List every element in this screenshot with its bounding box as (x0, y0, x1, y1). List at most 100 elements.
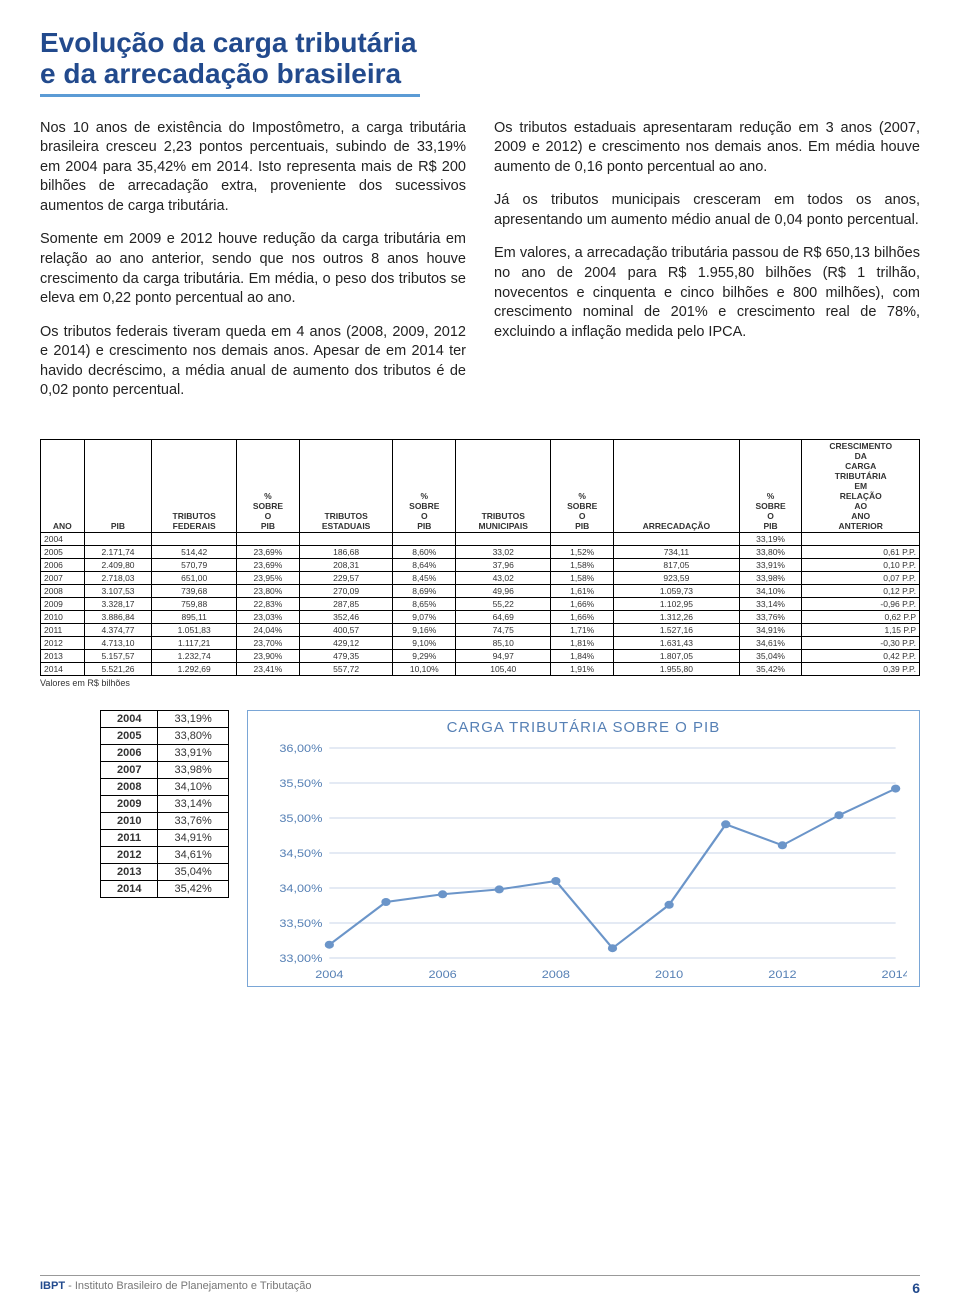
table-cell: 570,79 (152, 558, 237, 571)
table-cell: -0,96 P.P. (802, 597, 920, 610)
table-cell: 34,91% (158, 829, 228, 846)
table-cell: 8,69% (393, 584, 456, 597)
table-row: 201234,61% (101, 846, 229, 863)
table-cell: 49,96 (456, 584, 551, 597)
title-line2: e da arrecadação brasileira (40, 58, 401, 89)
table-cell: 34,61% (739, 636, 802, 649)
table-cell: 1.117,21 (152, 636, 237, 649)
table-cell: 35,42% (739, 662, 802, 675)
table-cell: 2013 (41, 649, 85, 662)
table-cell: 4.713,10 (84, 636, 152, 649)
table-cell: 33,91% (739, 558, 802, 571)
table-cell: 186,68 (299, 545, 393, 558)
table-cell: 1.059,73 (614, 584, 740, 597)
table-cell: 9,16% (393, 623, 456, 636)
table-cell: 34,61% (158, 846, 228, 863)
table-cell: 479,35 (299, 649, 393, 662)
table-cell: 24,04% (237, 623, 300, 636)
left-column: Nos 10 anos de existência do Impostômetr… (40, 119, 466, 415)
table-header: TRIBUTOSFEDERAIS (152, 439, 237, 532)
table-cell: 22,83% (237, 597, 300, 610)
table-cell: 734,11 (614, 545, 740, 558)
table-cell: 429,12 (299, 636, 393, 649)
chart-title: CARGA TRIBUTÁRIA SOBRE O PIB (260, 719, 907, 736)
table-cell: 85,10 (456, 636, 551, 649)
svg-text:2008: 2008 (542, 968, 571, 981)
svg-text:2004: 2004 (315, 968, 344, 981)
table-cell: 33,02 (456, 545, 551, 558)
table-cell: 37,96 (456, 558, 551, 571)
table-cell: 287,85 (299, 597, 393, 610)
table-cell: 739,68 (152, 584, 237, 597)
table-row: 200533,80% (101, 727, 229, 744)
table-header: %SOBREOPIB (237, 439, 300, 532)
table-row: 20145.521,261.292,6923,41%557,7210,10%10… (41, 662, 920, 675)
table-row: 200633,91% (101, 744, 229, 761)
table-cell: 3.107,53 (84, 584, 152, 597)
table-cell: 2009 (101, 795, 158, 812)
table-cell: 1,66% (551, 610, 614, 623)
table-cell: 2014 (41, 662, 85, 675)
svg-text:2012: 2012 (768, 968, 796, 981)
table-cell (237, 532, 300, 545)
table-cell: 1,91% (551, 662, 614, 675)
table-cell: 0,42 P.P. (802, 649, 920, 662)
table-cell: 5.521,26 (84, 662, 152, 675)
svg-text:34,50%: 34,50% (279, 847, 323, 860)
table-cell: 33,76% (739, 610, 802, 623)
table-cell: 34,91% (739, 623, 802, 636)
table-cell: 2014 (101, 880, 158, 897)
table-cell: 23,70% (237, 636, 300, 649)
table-cell: 1.631,43 (614, 636, 740, 649)
table-cell: 1.292,69 (152, 662, 237, 675)
table-cell: 1.312,26 (614, 610, 740, 623)
table-cell: 74,75 (456, 623, 551, 636)
table-cell: 9,10% (393, 636, 456, 649)
table-cell: 4.374,77 (84, 623, 152, 636)
table-cell: 1,81% (551, 636, 614, 649)
table-cell: 2007 (101, 761, 158, 778)
table-cell: 1.807,05 (614, 649, 740, 662)
table-cell: 1,66% (551, 597, 614, 610)
table-cell: 33,80% (739, 545, 802, 558)
table-cell: 0,07 P.P. (802, 571, 920, 584)
footer-org-rest: - Instituto Brasileiro de Planejamento e… (65, 1280, 311, 1292)
table-cell: 1.232,74 (152, 649, 237, 662)
table-cell: 1.102,95 (614, 597, 740, 610)
table-cell (299, 532, 393, 545)
table-row: 200834,10% (101, 778, 229, 795)
table-cell: 651,00 (152, 571, 237, 584)
table-cell: 2010 (41, 610, 85, 623)
table-cell: 35,04% (158, 863, 228, 880)
table-cell: 270,09 (299, 584, 393, 597)
svg-text:35,00%: 35,00% (279, 812, 323, 825)
table-cell: 2008 (41, 584, 85, 597)
table-cell: 2006 (41, 558, 85, 571)
table-cell: 1,52% (551, 545, 614, 558)
table-cell: 0,62 P.P (802, 610, 920, 623)
table-cell: 1.527,16 (614, 623, 740, 636)
table-row: 20103.886,84895,1123,03%352,469,07%64,69… (41, 610, 920, 623)
table-cell: 23,80% (237, 584, 300, 597)
table-header: TRIBUTOSESTADUAIS (299, 439, 393, 532)
table-cell: 35,04% (739, 649, 802, 662)
table-cell: 0,12 P.P. (802, 584, 920, 597)
para: Já os tributos municipais cresceram em t… (494, 191, 920, 230)
para: Os tributos estaduais apresentaram reduç… (494, 119, 920, 178)
table-cell (393, 532, 456, 545)
table-cell: 352,46 (299, 610, 393, 623)
table-row: 201335,04% (101, 863, 229, 880)
table-cell: 1.955,80 (614, 662, 740, 675)
svg-text:33,50%: 33,50% (279, 917, 323, 930)
table-cell: 0,39 P.P. (802, 662, 920, 675)
table-cell (456, 532, 551, 545)
table-cell: 229,57 (299, 571, 393, 584)
table-cell: 34,10% (739, 584, 802, 597)
svg-text:2014: 2014 (881, 968, 907, 981)
table-cell: 33,98% (739, 571, 802, 584)
table-cell: 1,58% (551, 571, 614, 584)
table-cell: 23,90% (237, 649, 300, 662)
para: Em valores, a arrecadação tributária pas… (494, 244, 920, 342)
table-cell: 3.328,17 (84, 597, 152, 610)
table-row: 20114.374,771.051,8324,04%400,579,16%74,… (41, 623, 920, 636)
